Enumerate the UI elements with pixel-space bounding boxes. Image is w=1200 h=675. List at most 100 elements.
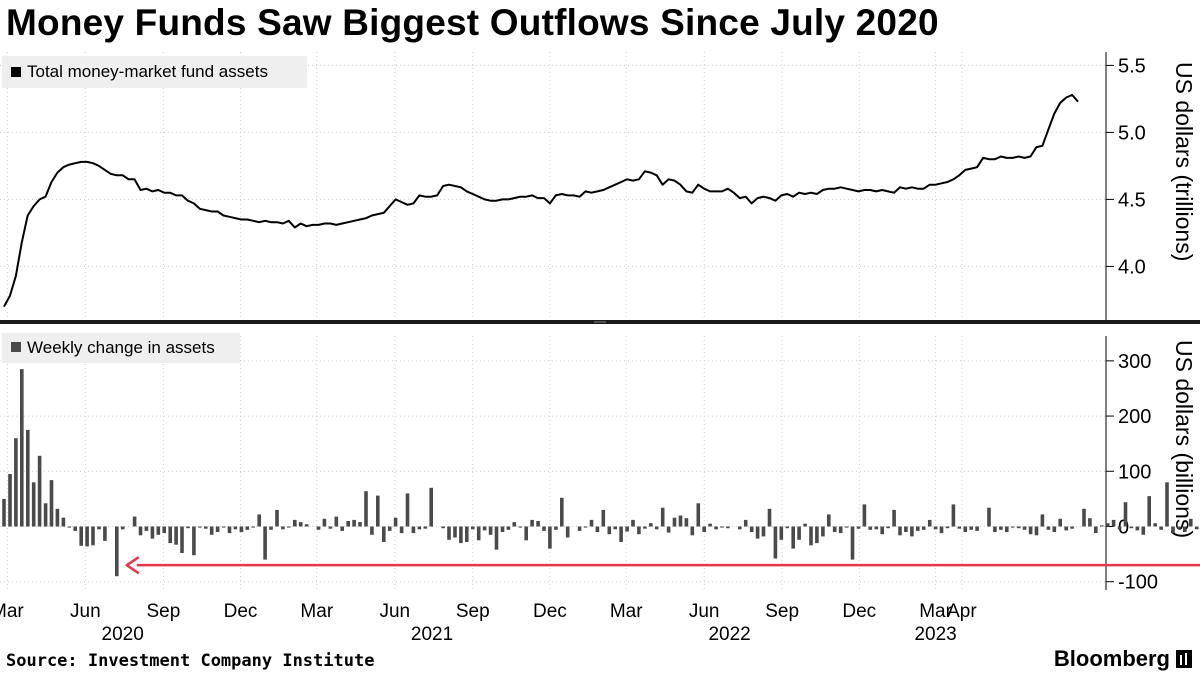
legend-box-top bbox=[2, 56, 307, 88]
xtick-year-label: 2023 bbox=[914, 624, 956, 645]
bar-weekly-change bbox=[874, 526, 879, 530]
bar-weekly-change bbox=[595, 526, 600, 532]
bar-weekly-change bbox=[1058, 518, 1062, 527]
bar-weekly-change bbox=[429, 487, 433, 527]
bar-weekly-change bbox=[1111, 519, 1116, 527]
bar-weekly-change bbox=[488, 526, 493, 535]
bar-weekly-change bbox=[755, 526, 760, 539]
bar-weekly-change bbox=[702, 526, 706, 532]
bar-weekly-change bbox=[239, 526, 244, 532]
xtick-year-label: 2022 bbox=[708, 624, 750, 645]
bar-weekly-change bbox=[1028, 526, 1033, 535]
bar-weekly-change bbox=[779, 526, 784, 540]
xtick-month-label: Mar bbox=[300, 601, 333, 622]
bar-weekly-change bbox=[536, 521, 540, 527]
bar-weekly-change bbox=[1094, 526, 1098, 534]
bar-weekly-change bbox=[281, 526, 285, 530]
ytick-label-bottom: -100 bbox=[1118, 572, 1158, 594]
bar-weekly-change bbox=[797, 526, 801, 540]
bar-weekly-change bbox=[287, 526, 291, 528]
bar-weekly-change bbox=[666, 526, 671, 533]
xtick-month-label: Jun bbox=[379, 601, 410, 622]
bar-weekly-change bbox=[1022, 526, 1027, 530]
bar-weekly-change bbox=[186, 526, 190, 529]
bar-weekly-change bbox=[969, 526, 973, 530]
bar-weekly-change bbox=[856, 526, 861, 529]
bar-weekly-change bbox=[583, 526, 588, 528]
bar-weekly-change bbox=[138, 526, 143, 536]
annotation-arrow-head bbox=[125, 556, 140, 575]
bar-weekly-change bbox=[1040, 514, 1045, 527]
xtick-month-label: Sep bbox=[765, 601, 799, 622]
bar-weekly-change bbox=[257, 514, 261, 527]
bar-weekly-change bbox=[803, 523, 807, 527]
bar-weekly-change bbox=[649, 523, 653, 527]
xtick-year-label: 2020 bbox=[102, 624, 144, 645]
bar-weekly-change bbox=[1129, 526, 1134, 529]
bar-weekly-change bbox=[352, 519, 356, 527]
bar-weekly-change bbox=[233, 526, 238, 530]
xtick-month-label: Mar bbox=[919, 601, 952, 622]
bar-weekly-change bbox=[61, 517, 66, 527]
bar-weekly-change bbox=[607, 526, 612, 535]
xtick-year-label: 2021 bbox=[411, 624, 453, 645]
bar-weekly-change bbox=[132, 516, 137, 527]
bar-weekly-change bbox=[340, 526, 344, 531]
bar-weekly-change bbox=[548, 526, 552, 549]
bar-weekly-change bbox=[738, 526, 742, 530]
bar-weekly-change bbox=[631, 519, 635, 527]
bar-weekly-change bbox=[1194, 526, 1199, 530]
bar-weekly-change bbox=[1046, 526, 1051, 530]
bar-weekly-change bbox=[97, 526, 101, 530]
bar-weekly-change bbox=[530, 519, 534, 527]
bar-weekly-change bbox=[43, 503, 48, 527]
bar-weekly-change bbox=[886, 526, 890, 529]
bar-weekly-change bbox=[482, 526, 487, 531]
bar-weekly-change bbox=[708, 523, 712, 527]
bar-weekly-change bbox=[168, 526, 172, 544]
bar-weekly-change bbox=[405, 493, 410, 527]
bar-weekly-change bbox=[898, 526, 902, 536]
bar-weekly-change bbox=[999, 526, 1003, 530]
bar-weekly-change bbox=[382, 526, 386, 542]
ytick-label-bottom: 300 bbox=[1118, 351, 1151, 373]
bar-weekly-change bbox=[987, 507, 991, 527]
bar-weekly-change bbox=[1159, 526, 1163, 530]
source-note: Source: Investment Company Institute bbox=[6, 651, 375, 671]
bar-weekly-change bbox=[1177, 526, 1181, 529]
bar-weekly-change bbox=[1070, 526, 1074, 529]
xtick-month-label: Dec bbox=[224, 601, 258, 622]
bar-weekly-change bbox=[850, 526, 855, 560]
bar-weekly-change bbox=[957, 526, 962, 529]
bar-weekly-change bbox=[150, 526, 155, 539]
bar-weekly-change bbox=[476, 526, 481, 541]
bar-weekly-change bbox=[227, 526, 232, 534]
bar-weekly-change bbox=[815, 526, 819, 544]
bar-weekly-change bbox=[637, 526, 641, 535]
bar-weekly-change bbox=[465, 526, 469, 542]
bar-weekly-change bbox=[399, 526, 404, 534]
bar-weekly-change bbox=[251, 526, 255, 528]
bar-weekly-change bbox=[720, 526, 724, 528]
bar-weekly-change bbox=[862, 504, 867, 527]
ytick-label-bottom: 200 bbox=[1118, 406, 1151, 428]
bar-weekly-change bbox=[1016, 526, 1021, 529]
bar-weekly-change bbox=[821, 526, 825, 537]
bar-weekly-change bbox=[933, 526, 938, 530]
bar-weekly-change bbox=[221, 526, 226, 528]
ytick-label-bottom: 100 bbox=[1118, 461, 1151, 483]
bar-weekly-change bbox=[91, 526, 95, 546]
bar-weekly-change bbox=[120, 526, 125, 530]
bar-weekly-change bbox=[910, 526, 914, 537]
bar-weekly-change bbox=[506, 526, 511, 530]
xtick-month-label: Jun bbox=[70, 601, 101, 622]
bar-weekly-change bbox=[678, 515, 683, 527]
bar-weekly-change bbox=[684, 518, 689, 527]
bar-weekly-change bbox=[601, 509, 606, 527]
bar-weekly-change bbox=[387, 526, 392, 531]
bar-weekly-change bbox=[55, 508, 60, 527]
bar-weekly-change bbox=[20, 369, 24, 527]
bar-weekly-change bbox=[180, 526, 184, 553]
bar-weekly-change bbox=[1010, 526, 1015, 528]
xtick-month-label: Dec bbox=[533, 601, 567, 622]
